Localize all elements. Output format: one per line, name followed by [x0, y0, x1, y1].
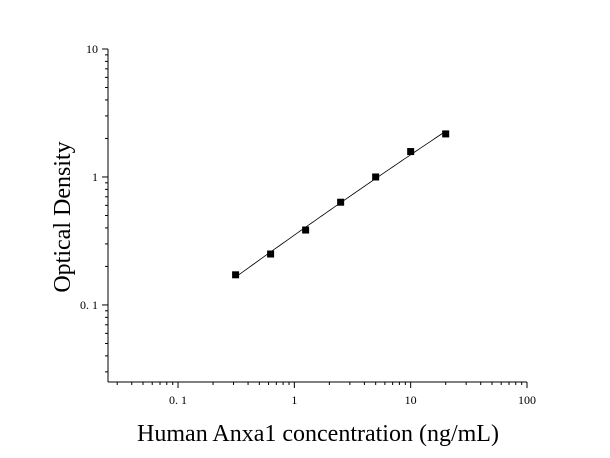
data-points	[232, 130, 450, 279]
x-tick-label: 1	[291, 393, 297, 407]
y-axis-title: Optical Density	[50, 141, 76, 292]
ticks	[102, 48, 528, 388]
data-point	[337, 198, 345, 206]
x-axis-title: Human Anxa1 concentration (ng/mL)	[137, 421, 499, 447]
x-tick-label: 10	[405, 393, 417, 407]
tick-labels: 0. 1 1 10 100 0. 1 1 10	[80, 42, 536, 407]
data-point	[407, 148, 415, 156]
y-tick-label: 0. 1	[80, 298, 98, 312]
y-tick-label: 1	[92, 170, 98, 184]
x-tick-label: 100	[518, 393, 536, 407]
data-point	[442, 130, 450, 138]
x-tick-label: 0. 1	[169, 393, 187, 407]
data-point	[232, 271, 240, 279]
data-point	[372, 173, 380, 181]
y-tick-label: 10	[86, 42, 98, 56]
data-point	[267, 250, 275, 258]
data-point	[302, 226, 310, 234]
axes	[107, 49, 527, 383]
